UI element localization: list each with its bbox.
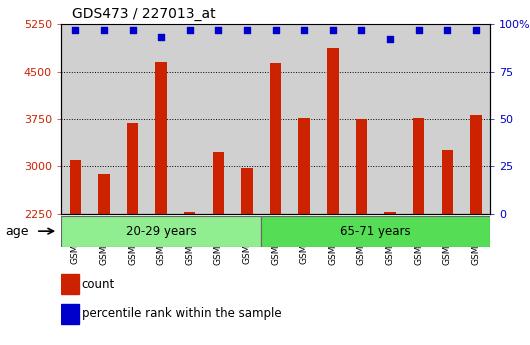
Point xyxy=(243,27,251,33)
Bar xyxy=(356,119,367,214)
Text: age: age xyxy=(5,225,29,238)
Bar xyxy=(98,174,110,214)
Bar xyxy=(319,24,347,214)
Point xyxy=(71,27,80,33)
Point xyxy=(186,27,194,33)
Bar xyxy=(90,24,118,214)
Bar xyxy=(433,24,462,214)
Bar xyxy=(175,24,204,214)
Point xyxy=(329,27,337,33)
Bar xyxy=(261,216,490,247)
Bar xyxy=(376,24,404,214)
Bar xyxy=(441,150,453,214)
Bar xyxy=(213,152,224,214)
Text: GDS473 / 227013_at: GDS473 / 227013_at xyxy=(72,7,215,21)
Bar xyxy=(261,24,290,214)
Point xyxy=(128,27,137,33)
Bar xyxy=(241,168,253,214)
Bar xyxy=(147,24,175,214)
Bar xyxy=(347,24,376,214)
Bar xyxy=(69,160,81,214)
Text: percentile rank within the sample: percentile rank within the sample xyxy=(82,307,281,320)
Point xyxy=(214,27,223,33)
Point xyxy=(472,27,480,33)
Text: 65-71 years: 65-71 years xyxy=(340,225,411,238)
Point xyxy=(271,27,280,33)
Bar xyxy=(384,212,396,214)
Text: count: count xyxy=(82,277,115,290)
Bar xyxy=(61,274,79,294)
Bar xyxy=(470,115,482,214)
Bar xyxy=(233,24,261,214)
Text: 20-29 years: 20-29 years xyxy=(126,225,197,238)
Bar xyxy=(118,24,147,214)
Bar xyxy=(61,24,90,214)
Bar xyxy=(270,63,281,214)
Bar xyxy=(184,212,196,214)
Bar xyxy=(327,48,339,214)
Bar xyxy=(61,304,79,324)
Bar xyxy=(127,124,138,214)
Point xyxy=(357,27,366,33)
Point xyxy=(443,27,452,33)
Bar xyxy=(462,24,490,214)
Point xyxy=(157,35,165,40)
Bar xyxy=(413,118,425,214)
Bar xyxy=(290,24,319,214)
Bar xyxy=(404,24,433,214)
Point xyxy=(386,37,394,42)
Point xyxy=(100,27,108,33)
Bar xyxy=(298,118,310,214)
Point xyxy=(414,27,423,33)
Point xyxy=(300,27,308,33)
Bar xyxy=(155,62,167,214)
Bar xyxy=(61,216,261,247)
Bar xyxy=(204,24,233,214)
